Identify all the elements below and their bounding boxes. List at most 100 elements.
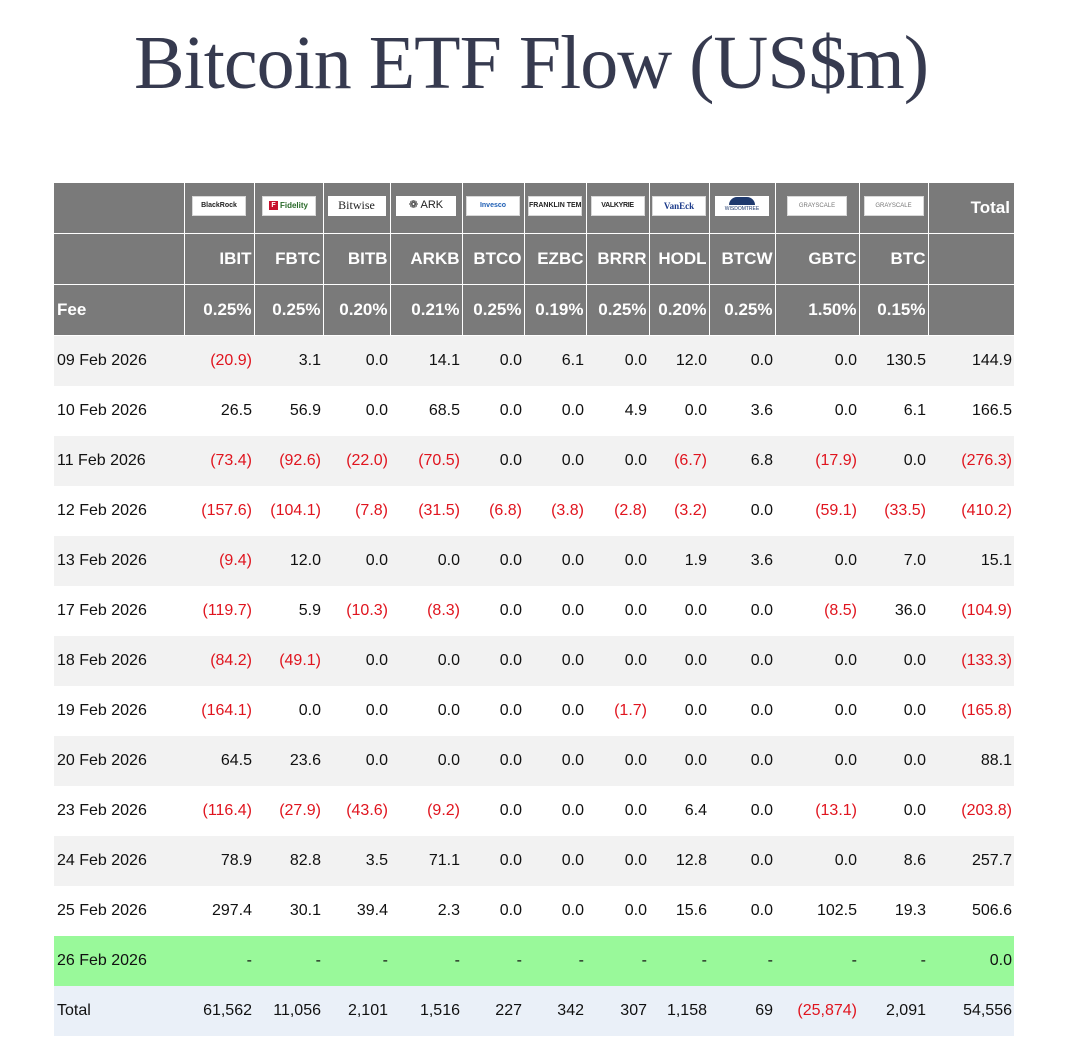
flow-value-cell: - — [524, 936, 586, 986]
flow-value-cell: (43.6) — [346, 802, 388, 819]
row-total-cell: 0.0 — [928, 936, 1014, 986]
flow-value-cell: 0.0 — [462, 536, 524, 586]
row-total-cell: (410.2) — [961, 502, 1012, 519]
flow-value-cell: 0.0 — [834, 402, 857, 419]
flow-value-cell: 2,101 — [323, 986, 390, 1036]
logo-text: FRANKLIN TEMPLETON — [529, 201, 582, 209]
flow-value-cell: (6.7) — [649, 436, 709, 486]
flow-value-cell: 0.0 — [524, 436, 586, 486]
flow-value-cell: (164.1) — [201, 702, 252, 719]
table-row: 09 Feb 2026 (20.9) 3.1 0.0 14.1 0.0 6.1 0.0 12.0… — [54, 335, 1014, 386]
table-row: 26 Feb 2026- - - - - - - - - - -0.0 — [54, 936, 1014, 986]
date-cell: 20 Feb 2026 — [54, 736, 184, 786]
flow-value-cell: 0.0 — [624, 602, 647, 619]
flow-value-cell: (13.1) — [815, 802, 857, 819]
flow-value-cell: 0.0 — [775, 736, 859, 786]
row-total-cell: 88.1 — [928, 736, 1014, 786]
fund-logo-cell: VALKYRIE — [586, 183, 650, 234]
flow-value-cell: - — [323, 936, 390, 986]
row-total-cell: (133.3) — [928, 636, 1014, 686]
flow-value-cell: 0.0 — [649, 636, 709, 686]
flow-value-cell: (31.5) — [418, 502, 460, 519]
table-row: 25 Feb 2026 297.4 30.1 39.4 2.3 0.0 0.0 0.0 15.6… — [54, 886, 1014, 936]
flow-value-cell: 4.9 — [624, 402, 647, 419]
flow-value-cell: (116.4) — [202, 802, 252, 819]
fund-logo-cell: FRANKLIN TEMPLETON — [524, 183, 587, 234]
flow-value-cell: (20.9) — [184, 335, 254, 386]
fund-logo-cell: ❁ ARK — [390, 183, 463, 234]
fund-logo-cell: VanEck — [649, 183, 710, 234]
flow-value-cell: 0.0 — [499, 602, 522, 619]
flow-value-cell: - — [184, 936, 254, 986]
flow-value-cell: (10.3) — [346, 602, 388, 619]
flow-value-cell: - — [649, 936, 709, 986]
flow-value-cell: 14.1 — [390, 335, 462, 386]
logo-text: GRAYSCALE — [798, 202, 836, 209]
flow-value-cell: 0.0 — [649, 736, 709, 786]
date-cell: 17 Feb 2026 — [57, 602, 147, 619]
flow-value-cell: (7.8) — [355, 502, 388, 519]
flow-value-cell: 0.0 — [586, 536, 649, 586]
flow-value-cell: 0.0 — [499, 802, 522, 819]
flow-value-cell: 0.0 — [684, 602, 707, 619]
flow-value-cell: 23.6 — [254, 736, 323, 786]
chart-title: Bitcoin ETF Flow (US$m) — [133, 21, 929, 105]
date-cell: 12 Feb 2026 — [57, 502, 147, 519]
fee-header: 0.25% — [586, 284, 650, 336]
flow-value-cell: 39.4 — [356, 902, 388, 919]
flow-value-cell: (1.7) — [614, 702, 647, 719]
flow-value-cell: 12.0 — [254, 536, 323, 586]
flow-value-cell: (92.6) — [254, 436, 323, 486]
fee-header: 0.19% — [524, 284, 587, 336]
logo-header-row: BlackRock F Fidelity Bitwise ❁ ARK Invesco FRA… — [54, 183, 1014, 234]
flow-value-cell: (3.2) — [674, 502, 707, 519]
flow-table-body: 09 Feb 2026 (20.9) 3.1 0.0 14.1 0.0 6.1 0.0 12.0… — [54, 335, 1014, 1036]
table-row: 23 Feb 2026 (116.4) (27.9) (43.6) (9.2) 0.0 0.… — [54, 786, 1014, 836]
flow-value-cell: 0.0 — [365, 702, 388, 719]
flow-value-cell: 0.0 — [462, 335, 524, 386]
flow-value-cell: (3.8) — [551, 502, 584, 519]
vaneck-logo: VanEck — [652, 195, 706, 216]
wisdomtree-mark-icon — [729, 196, 755, 205]
fund-logo-cell: WISDOMTREE — [709, 183, 776, 234]
flow-value-cell: 2.3 — [437, 902, 460, 919]
flow-value-cell: 0.0 — [775, 335, 859, 386]
flow-value-cell: 0.0 — [390, 536, 462, 586]
flow-value-cell: 0.0 — [834, 702, 857, 719]
flow-value-cell: 8.6 — [859, 836, 928, 886]
flow-value-cell: 11,056 — [254, 986, 323, 1036]
fee-header: 0.25% — [462, 284, 525, 336]
flow-value-cell: (73.4) — [184, 436, 254, 486]
ticker-header: EZBC — [524, 233, 587, 285]
flow-value-cell: 0.0 — [709, 836, 775, 886]
fund-logo-cell: GRAYSCALE — [859, 183, 929, 234]
flow-value-cell: - — [462, 936, 524, 986]
logo-text: VALKYRIE — [601, 201, 634, 209]
flow-value-cell: 130.5 — [859, 335, 928, 386]
flow-value-cell: 3.5 — [323, 836, 390, 886]
flow-value-cell: 0.0 — [524, 836, 586, 886]
flow-value-cell: 0.0 — [561, 902, 584, 919]
flow-value-cell: - — [586, 936, 649, 986]
flow-value-cell: (27.9) — [279, 802, 321, 819]
wisdomtree-logo: WISDOMTREE — [715, 195, 769, 216]
flow-value-cell: 3.1 — [254, 335, 323, 386]
row-total-cell: (165.8) — [961, 702, 1012, 719]
logo-text: BlackRock — [201, 201, 237, 209]
flow-value-cell: 5.9 — [298, 602, 321, 619]
flow-value-cell: 36.0 — [894, 602, 926, 619]
flow-value-cell: 0.0 — [462, 436, 524, 486]
flow-value-cell: 0.0 — [750, 602, 773, 619]
flow-value-cell: 6.8 — [709, 436, 775, 486]
franklin-templeton-logo: FRANKLIN TEMPLETON — [528, 195, 582, 216]
fund-logo-cell: Invesco — [462, 183, 525, 234]
table-row: 10 Feb 2026 26.5 56.9 0.0 68.5 0.0 0.0 4.9 0.0 3.… — [54, 386, 1014, 436]
flow-value-cell: 0.0 — [750, 502, 773, 519]
flow-value-cell: (22.0) — [323, 436, 390, 486]
flow-value-cell: 64.5 — [184, 736, 254, 786]
row-total-cell: (203.8) — [961, 802, 1012, 819]
logo-text: VanEck — [663, 200, 695, 211]
ticker-header: BRRR — [586, 233, 650, 285]
flow-value-cell: 2,091 — [859, 986, 928, 1036]
date-cell: 18 Feb 2026 — [54, 636, 184, 686]
